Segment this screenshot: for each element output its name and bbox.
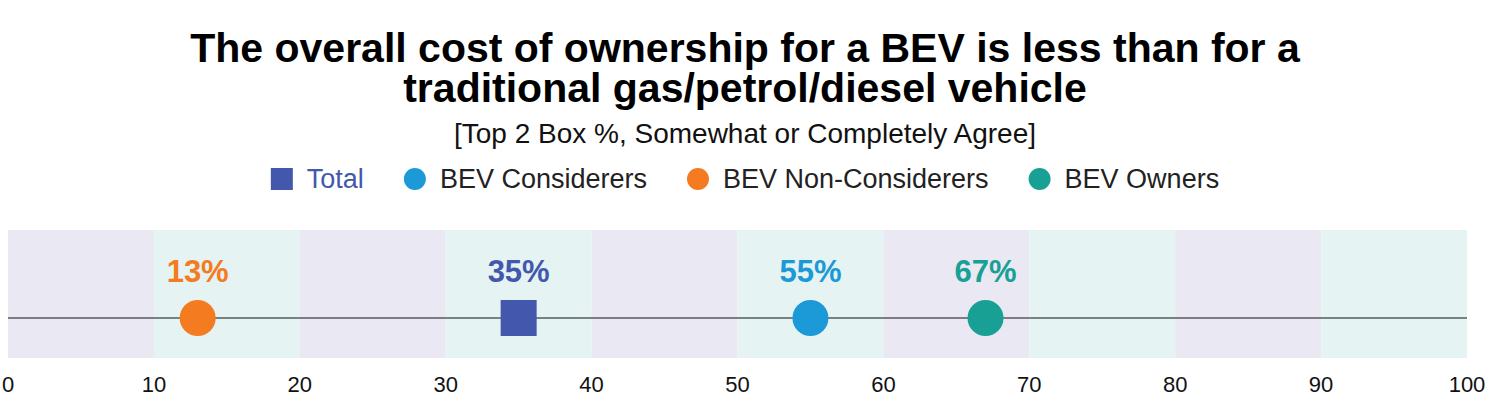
grid-band (1175, 230, 1321, 358)
data-label: 55% (779, 254, 841, 289)
legend-marker (271, 168, 293, 190)
tick-label: 90 (1309, 372, 1333, 397)
tick-label: 80 (1163, 372, 1187, 397)
grid-band (1029, 230, 1175, 358)
tick-label: 30 (433, 372, 457, 397)
tick-label: 100 (1449, 372, 1486, 397)
legend-marker (687, 168, 709, 190)
legend-label: Total (307, 164, 364, 194)
data-label: 13% (167, 254, 229, 289)
legend: Total BEV Considerers BEV Non-Considerers B… (271, 164, 1219, 194)
dot-mark (501, 300, 537, 336)
legend-marker (404, 168, 426, 190)
data-labels: 35% 55% 13% 67% (167, 254, 1017, 289)
data-label: 67% (955, 254, 1017, 289)
axis-line (8, 317, 1467, 318)
tick-label: 20 (288, 372, 312, 397)
grid-band (883, 230, 1029, 358)
dot-mark (180, 300, 216, 336)
tick-label: 70 (1017, 372, 1041, 397)
legend-label: BEV Owners (1065, 164, 1220, 194)
tick-label: 60 (871, 372, 895, 397)
dot-mark (968, 300, 1004, 336)
grid-band (1321, 230, 1467, 358)
subtitle: [Top 2 Box %, Somewhat or Completely Agr… (454, 118, 1036, 149)
data-label: 35% (488, 254, 550, 289)
tick-label: 50 (725, 372, 749, 397)
chart: The overall cost of ownership for a BEV … (0, 0, 1490, 399)
grid-band (8, 230, 154, 358)
grid-band (446, 230, 592, 358)
x-ticks: 0 10 20 30 40 50 60 70 80 90 100 (2, 372, 1485, 397)
grid-band (592, 230, 738, 358)
legend-label: BEV Considerers (440, 164, 647, 194)
legend-marker (1029, 168, 1051, 190)
grid-band (738, 230, 884, 358)
tick-label: 40 (579, 372, 603, 397)
grid (8, 230, 1467, 358)
grid-band (154, 230, 300, 358)
dot-mark (792, 300, 828, 336)
legend-label: BEV Non-Considerers (723, 164, 989, 194)
grid-band (300, 230, 446, 358)
tick-label: 0 (2, 372, 14, 397)
title: The overall cost of ownership for a BEV … (190, 25, 1301, 111)
marks (180, 300, 1004, 336)
tick-label: 10 (142, 372, 166, 397)
title-line: traditional gas/petrol/diesel vehicle (403, 65, 1087, 111)
